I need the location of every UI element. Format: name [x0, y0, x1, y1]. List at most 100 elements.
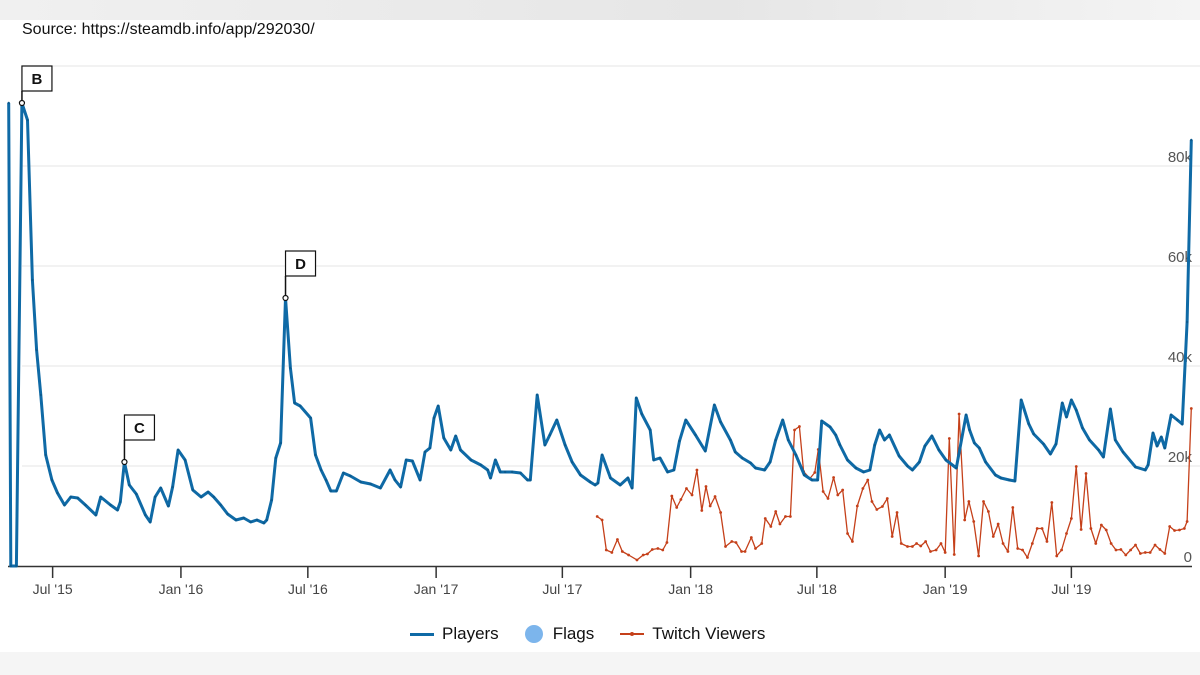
players-point — [479, 463, 482, 467]
twitch-point — [972, 520, 976, 523]
twitch-point — [600, 518, 604, 522]
twitch-point — [832, 476, 835, 479]
twitch-point — [1139, 552, 1142, 555]
players-point — [469, 458, 473, 462]
players-point — [510, 470, 514, 474]
players-point — [249, 520, 252, 524]
players-point — [9, 564, 12, 568]
players-point — [774, 438, 777, 442]
players-point — [119, 500, 122, 504]
players-point — [579, 473, 582, 477]
players-point — [1102, 455, 1105, 459]
players-point — [1008, 478, 1011, 482]
twitch-point — [740, 550, 743, 553]
players-point — [999, 476, 1003, 480]
players-point — [128, 483, 131, 487]
players-point — [1088, 438, 1091, 442]
twitch-point — [685, 487, 688, 490]
twitch-point — [763, 517, 767, 520]
players-point — [734, 450, 737, 454]
players-point — [923, 444, 927, 448]
twitch-point — [1129, 548, 1133, 552]
players-point — [206, 490, 210, 494]
players-point — [768, 460, 772, 464]
players-point — [191, 488, 194, 492]
legend-item-flags[interactable]: Flags — [524, 624, 595, 644]
twitch-point — [1163, 552, 1167, 555]
twitch-point — [991, 535, 995, 538]
players-point — [1070, 398, 1073, 402]
twitch-point — [890, 535, 894, 538]
twitch-point — [851, 540, 854, 543]
x-axis: Jul '15 Jan '16 Jul '16 Jan '17 Jul '17 Jan '… — [8, 565, 1192, 597]
twitch-point — [774, 510, 778, 513]
players-point — [1081, 426, 1084, 430]
players-point — [393, 478, 397, 482]
twitch-point — [704, 485, 708, 488]
twitch-point — [784, 515, 787, 518]
twitch-point — [855, 504, 859, 508]
players-point — [816, 478, 819, 482]
legend: Players Flags Twitch Viewers — [410, 624, 791, 644]
players-point — [76, 496, 79, 500]
twitch-point — [675, 506, 679, 509]
twitch-point — [947, 437, 951, 440]
twitch-point — [650, 548, 654, 551]
players-point — [635, 396, 638, 400]
twitch-point — [1006, 550, 1010, 553]
players-point — [781, 418, 784, 422]
twitch-point — [846, 532, 849, 535]
twitch-point — [1134, 543, 1137, 547]
twitch-point — [826, 497, 830, 500]
twitch-point — [1045, 540, 1049, 543]
players-point — [153, 495, 157, 499]
players-point — [404, 458, 408, 462]
players-point — [1176, 418, 1179, 422]
flag-label: B — [32, 71, 43, 88]
legend-label: Flags — [552, 624, 595, 643]
players-point — [226, 512, 229, 516]
players-point — [39, 393, 42, 397]
players-point — [652, 458, 655, 462]
players-point — [1049, 452, 1052, 456]
players-point — [1151, 431, 1155, 435]
legend-item-twitch-viewers[interactable]: Twitch Viewers — [620, 624, 765, 644]
players-point — [15, 564, 18, 568]
players-point — [428, 446, 432, 450]
players-point — [600, 453, 604, 457]
players-point — [1146, 463, 1150, 467]
players-point — [854, 466, 858, 470]
twitch-point — [919, 544, 923, 548]
players-point — [906, 464, 909, 468]
players-point — [265, 518, 268, 522]
twitch-point — [595, 515, 599, 518]
twitch-point — [1050, 501, 1054, 504]
players-point — [379, 486, 382, 490]
twitch-point — [1124, 553, 1128, 557]
twitch-point — [1060, 548, 1064, 552]
players-point — [684, 418, 687, 422]
players-point — [1181, 422, 1184, 426]
players-point — [399, 485, 402, 489]
players-point — [26, 118, 29, 122]
twitch-point — [635, 558, 639, 562]
players-point — [978, 446, 981, 450]
players-point — [649, 428, 652, 432]
x-tick-label: Jul '18 — [797, 581, 837, 597]
flag-box — [123, 414, 156, 441]
twitch-point — [967, 500, 971, 503]
gridlines — [22, 65, 1200, 467]
twitch-point — [870, 500, 874, 503]
players-point — [868, 468, 872, 472]
legend-item-players[interactable]: Players — [410, 624, 499, 644]
players-point — [494, 458, 497, 462]
twitch-point — [1099, 523, 1103, 527]
players-point — [968, 428, 971, 432]
twitch-point — [939, 542, 943, 545]
players-point — [666, 470, 669, 474]
players-point — [888, 433, 891, 437]
players-point — [994, 473, 997, 477]
line-marker-swatch-icon — [620, 632, 645, 636]
players-point — [1019, 398, 1023, 402]
legend-label: Twitch Viewers — [652, 624, 766, 643]
